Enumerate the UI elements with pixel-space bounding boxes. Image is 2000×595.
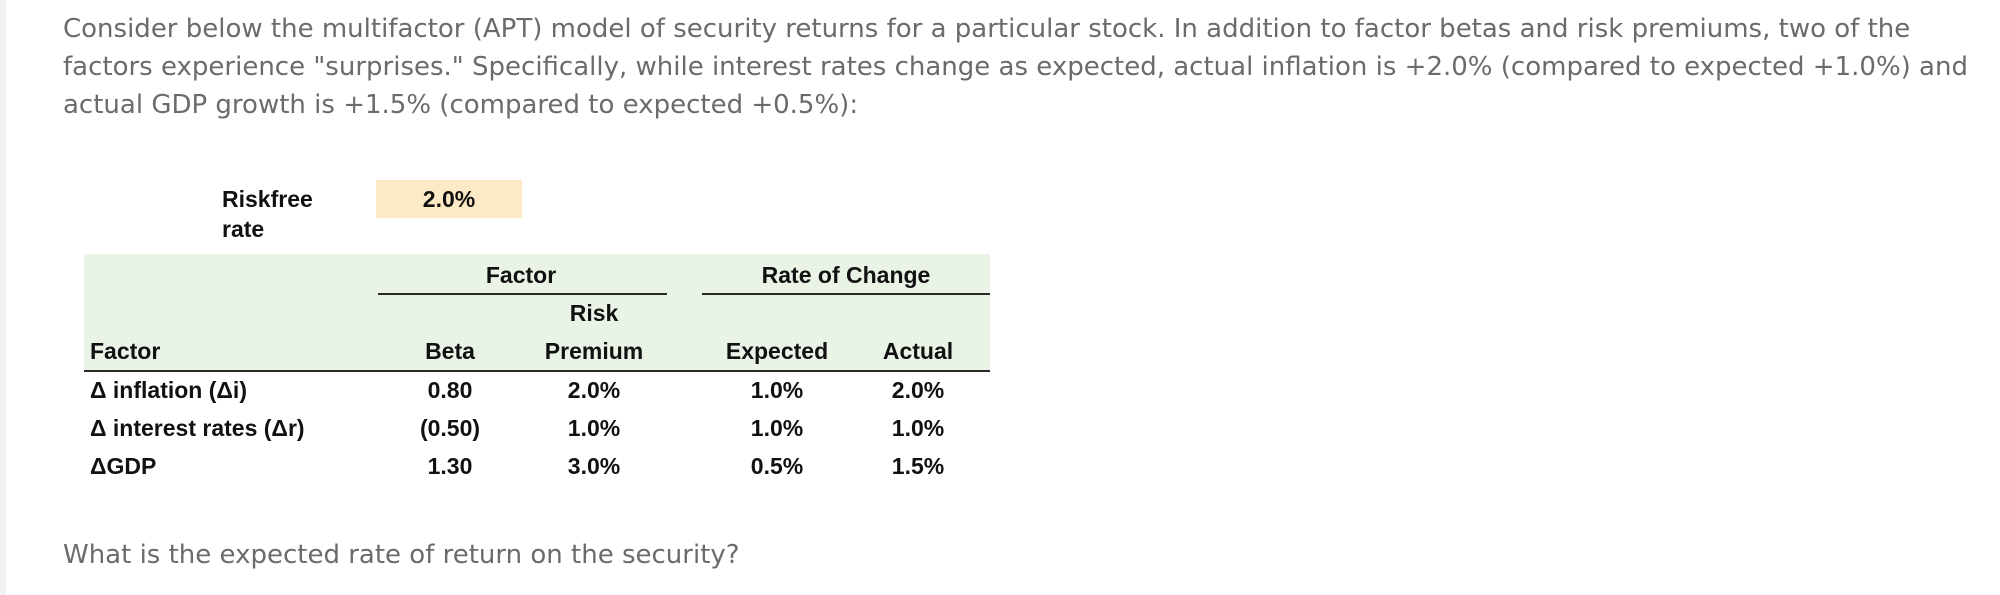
row-factor-label: Δ inflation (Δi) xyxy=(90,377,247,403)
row-actual: 2.0% xyxy=(891,377,945,403)
row-beta: (0.50) xyxy=(419,415,481,441)
riskfree-rate-label: Riskfree rate xyxy=(222,186,313,242)
col-header-risk-line2: Premium xyxy=(544,338,644,364)
left-margin-strip xyxy=(0,0,6,595)
row-beta: 1.30 xyxy=(427,453,473,479)
row-actual: 1.5% xyxy=(891,453,945,479)
col-header-expected: Expected xyxy=(725,338,829,364)
factor-group-underline xyxy=(378,293,667,295)
col-header-factor: Factor xyxy=(90,338,161,364)
col-header-beta: Beta xyxy=(425,338,475,364)
question-text: What is the expected rate of return on t… xyxy=(63,540,740,570)
row-expected: 1.0% xyxy=(750,377,804,403)
row-factor-label: Δ interest rates (Δr) xyxy=(90,415,305,441)
row-beta: 0.80 xyxy=(427,377,473,403)
row-expected: 0.5% xyxy=(750,453,804,479)
row-expected: 1.0% xyxy=(750,415,804,441)
row-risk-premium: 2.0% xyxy=(567,377,621,403)
row-actual: 1.0% xyxy=(891,415,945,441)
col-header-actual: Actual xyxy=(882,338,954,364)
group-header-rate-of-change: Rate of Change xyxy=(761,262,931,288)
problem-intro-text: Consider below the multifactor (APT) mod… xyxy=(63,14,1968,120)
col-header-risk-line1: Risk xyxy=(569,300,619,326)
row-risk-premium: 1.0% xyxy=(567,415,621,441)
row-factor-label: ΔGDP xyxy=(90,453,157,479)
row-risk-premium: 3.0% xyxy=(567,453,621,479)
riskfree-rate-value: 2.0% xyxy=(376,180,522,218)
table-header-background xyxy=(84,254,990,371)
rate-group-underline xyxy=(702,293,990,295)
header-bottom-rule xyxy=(84,370,990,372)
group-header-factor: Factor xyxy=(485,262,557,288)
